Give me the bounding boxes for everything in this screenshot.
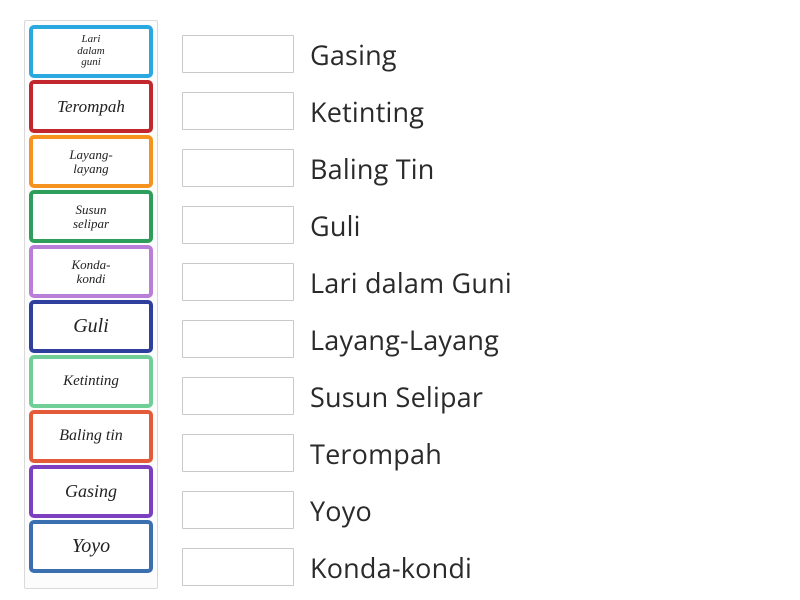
drop-slot[interactable] [182, 377, 294, 415]
target-label: Yoyo [310, 492, 372, 529]
draggable-tile[interactable]: Lari dalam guni [29, 25, 153, 78]
draggable-tile[interactable]: Terompah [29, 80, 153, 133]
tile-label: Layang- layang [67, 148, 114, 175]
draggable-tile[interactable]: Layang- layang [29, 135, 153, 188]
tile-label: Gasing [63, 482, 119, 501]
drop-slot[interactable] [182, 149, 294, 187]
drop-slot[interactable] [182, 35, 294, 73]
tile-label: Susun selipar [71, 203, 111, 230]
draggable-tile[interactable]: Susun selipar [29, 190, 153, 243]
target-row: Susun Selipar [182, 374, 512, 418]
target-row: Lari dalam Guni [182, 260, 512, 304]
draggable-tile[interactable]: Yoyo [29, 520, 153, 573]
target-label: Ketinting [310, 93, 424, 130]
target-label: Gasing [310, 36, 397, 73]
target-row: Layang-Layang [182, 317, 512, 361]
matchup-activity: Lari dalam guni Terompah Layang- layang Sus… [24, 20, 776, 589]
tile-label: Ketinting [61, 374, 121, 390]
target-row: Guli [182, 203, 512, 247]
draggable-tile[interactable]: Baling tin [29, 410, 153, 463]
tile-label: Guli [71, 316, 111, 337]
target-label: Guli [310, 207, 361, 244]
target-label: Terompah [310, 435, 442, 472]
drop-slot[interactable] [182, 548, 294, 586]
draggable-tile[interactable]: Gasing [29, 465, 153, 518]
target-row: Gasing [182, 32, 512, 76]
tile-label: Konda- kondi [70, 258, 113, 285]
drop-slot[interactable] [182, 434, 294, 472]
draggable-tile[interactable]: Ketinting [29, 355, 153, 408]
drop-slot[interactable] [182, 263, 294, 301]
drop-slot[interactable] [182, 320, 294, 358]
drop-slot[interactable] [182, 92, 294, 130]
tile-label: Lari dalam guni [75, 34, 107, 69]
target-label: Konda-kondi [310, 549, 472, 586]
tile-label: Terompah [55, 98, 127, 116]
target-row: Konda-kondi [182, 545, 512, 589]
draggable-tile[interactable]: Konda- kondi [29, 245, 153, 298]
drop-targets-panel: Gasing Ketinting Baling Tin Guli Lari dalam … [182, 20, 512, 589]
tile-label: Yoyo [70, 536, 112, 557]
target-row: Terompah [182, 431, 512, 475]
tile-label: Baling tin [57, 428, 125, 445]
target-row: Baling Tin [182, 146, 512, 190]
drop-slot[interactable] [182, 491, 294, 529]
drop-slot[interactable] [182, 206, 294, 244]
target-row: Yoyo [182, 488, 512, 532]
target-row: Ketinting [182, 89, 512, 133]
draggable-tiles-panel: Lari dalam guni Terompah Layang- layang Sus… [24, 20, 158, 589]
target-label: Susun Selipar [310, 378, 483, 415]
draggable-tile[interactable]: Guli [29, 300, 153, 353]
target-label: Baling Tin [310, 150, 435, 187]
target-label: Layang-Layang [310, 321, 499, 358]
target-label: Lari dalam Guni [310, 264, 512, 301]
